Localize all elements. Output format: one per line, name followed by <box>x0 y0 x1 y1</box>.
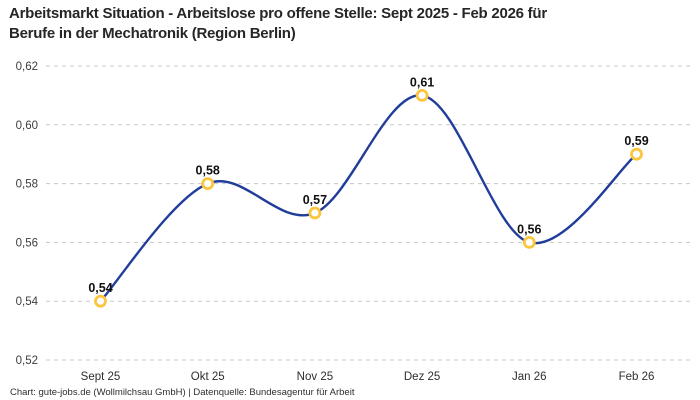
data-point-value-label: 0,54 <box>88 281 112 295</box>
y-axis-tick-label: 0,56 <box>16 237 38 249</box>
x-axis-tick-label: Sept 25 <box>81 371 121 383</box>
data-point-value-label: 0,58 <box>196 164 220 178</box>
data-point-value-label: 0,61 <box>410 75 434 89</box>
x-axis-tick-label: Okt 25 <box>191 371 225 383</box>
y-axis-tick-label: 0,60 <box>16 120 38 132</box>
data-point-value-label: 0,59 <box>624 134 648 148</box>
chart-title-line2: Berufe in der Mechatronik (Region Berlin… <box>9 25 296 42</box>
chart-title: Arbeitsmarkt Situation - Arbeitslose pro… <box>9 4 669 44</box>
y-axis-tick-label: 0,62 <box>16 61 38 73</box>
data-point-marker <box>94 294 107 308</box>
series-line-path <box>99 94 638 303</box>
y-axis-tick-label: 0,52 <box>16 355 38 367</box>
x-axis-tick-label: Feb 26 <box>619 371 655 383</box>
chart-attribution: Chart: gute-jobs.de (Wollmilchsau GmbH) … <box>10 387 355 398</box>
data-point-marker <box>415 89 429 102</box>
data-point-marker <box>630 147 643 161</box>
data-point-marker <box>201 177 215 191</box>
y-axis-tick-label: 0,58 <box>16 179 38 191</box>
x-axis-tick-label: Jan 26 <box>512 371 547 383</box>
y-axis-tick-label: 0,54 <box>16 296 39 308</box>
data-point-value-label: 0,56 <box>517 222 541 236</box>
data-point-marker <box>522 235 536 249</box>
data-point-value-label: 0,57 <box>303 193 327 207</box>
chart-title-line1: Arbeitsmarkt Situation - Arbeitslose pro… <box>9 5 547 22</box>
x-axis-tick-label: Nov 25 <box>297 371 333 383</box>
data-point-marker <box>308 206 322 220</box>
x-axis-tick-label: Dez 25 <box>404 371 440 383</box>
